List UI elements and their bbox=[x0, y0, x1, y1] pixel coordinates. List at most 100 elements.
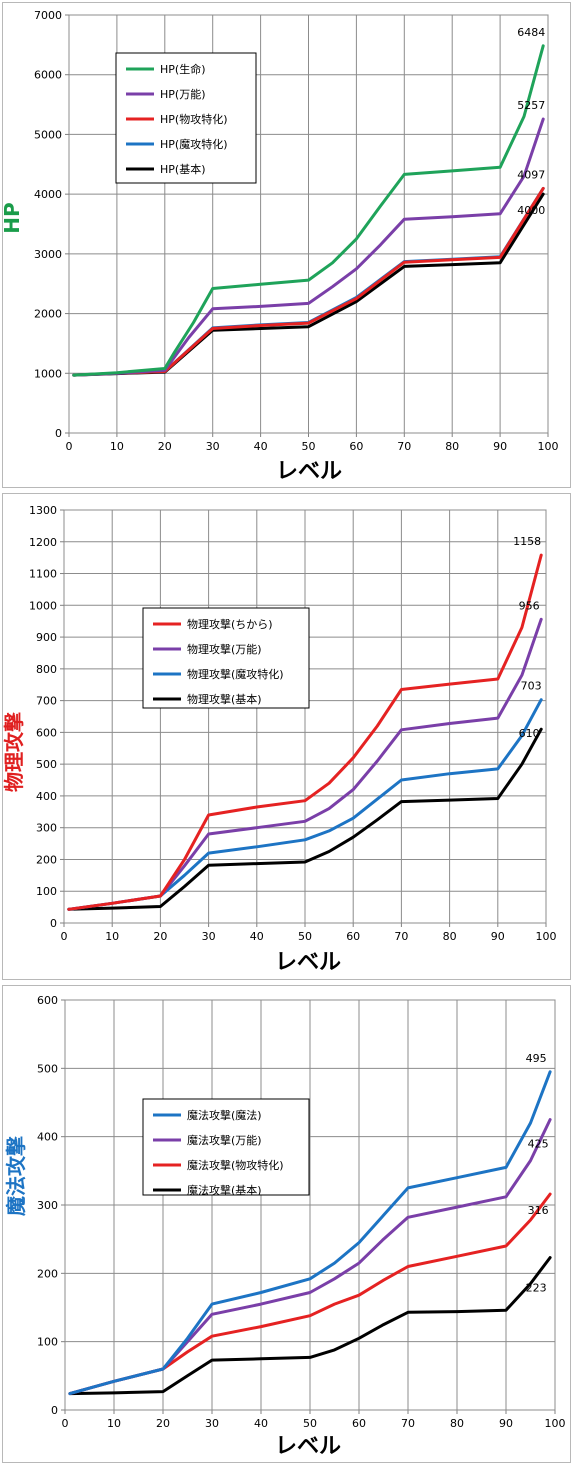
chart-panel-magic-attack: 0 10 20 30 40 50 60 70 80 90 100 0 100 200 300 400 500 60… bbox=[2, 985, 571, 1463]
data-label-425: 425 bbox=[528, 1138, 549, 1151]
x-tick-label-30: 30 bbox=[205, 1417, 219, 1430]
y-tick-label-4000: 4000 bbox=[34, 188, 62, 201]
y-axis-title: HP bbox=[3, 202, 24, 233]
hp-chart: 0 10 20 30 40 50 60 70 80 90 100010002000300040005… bbox=[0, 9, 559, 484]
x-tick-label-60: 60 bbox=[352, 1417, 366, 1430]
x-tick-label-70: 70 bbox=[394, 930, 408, 943]
data-label-956: 956 bbox=[519, 599, 540, 612]
x-tick-label-50: 50 bbox=[302, 440, 316, 453]
x-tick-label-50: 50 bbox=[298, 930, 312, 943]
y-tick-label-500: 500 bbox=[37, 1062, 58, 1075]
legend: HP(生命) HP(万能) HP(物攻特化) HP(魔攻特化) HP(基本) bbox=[115, 52, 257, 184]
y-tick-label-0: 0 bbox=[55, 427, 62, 440]
y-tick-label-400: 400 bbox=[36, 790, 57, 803]
y-tick-label-200: 200 bbox=[37, 1267, 58, 1280]
y-tick-label-0: 0 bbox=[51, 1404, 58, 1417]
data-label-6484: 6484 bbox=[517, 26, 545, 39]
series-line-2-3 bbox=[68, 1256, 552, 1396]
legend-label-1: 魔法攻撃(万能) bbox=[187, 1133, 262, 1147]
data-label-703: 703 bbox=[521, 680, 542, 693]
series-line-0-1 bbox=[72, 117, 545, 377]
legend-label-3: HP(魔攻特化) bbox=[160, 137, 228, 151]
x-tick-label-50: 50 bbox=[303, 1417, 317, 1430]
data-label-5257: 5257 bbox=[517, 99, 545, 112]
y-tick-label-0: 0 bbox=[50, 917, 57, 930]
data-label-4097: 4097 bbox=[517, 168, 545, 181]
x-tick-label-80: 80 bbox=[450, 1417, 464, 1430]
legend-label-0: 魔法攻撃(魔法) bbox=[187, 1108, 262, 1122]
data-label-610: 610 bbox=[519, 727, 540, 740]
x-tick-label-0: 0 bbox=[61, 930, 68, 943]
legend-label-3: 魔法攻撃(基本) bbox=[187, 1183, 262, 1197]
x-tick-label-70: 70 bbox=[401, 1417, 415, 1430]
legend-label-4: HP(基本) bbox=[160, 162, 206, 176]
x-tick-label-30: 30 bbox=[202, 930, 216, 943]
x-tick-label-80: 80 bbox=[445, 440, 459, 453]
physical-attack-chart: 0 10 20 30 40 50 60 70 80 90 100010020030040050060… bbox=[2, 504, 557, 975]
x-axis-title: レベル bbox=[276, 459, 342, 484]
x-tick-label-80: 80 bbox=[443, 930, 457, 943]
y-axis-title: 物理攻撃 bbox=[3, 712, 26, 792]
series-line-1-2 bbox=[67, 698, 543, 911]
legend-label-2: 魔法攻撃(物攻特化) bbox=[187, 1158, 284, 1172]
x-tick-label-60: 60 bbox=[346, 930, 360, 943]
x-tick-label-40: 40 bbox=[250, 930, 264, 943]
y-tick-label-1300: 1300 bbox=[29, 504, 57, 517]
y-tick-label-5000: 5000 bbox=[34, 128, 62, 141]
x-tick-label-70: 70 bbox=[397, 440, 411, 453]
x-tick-label-20: 20 bbox=[153, 930, 167, 943]
chart-panel-physical-attack: 0 10 20 30 40 50 60 70 80 90 100 0 100 200 300 400 500 60… bbox=[2, 493, 571, 980]
series-line-2-0 bbox=[68, 1070, 552, 1396]
y-tick-label-100: 100 bbox=[36, 885, 57, 898]
chart-panel-hp: 0 10 20 30 40 50 60 70 80 90 100 0 1000 2000 3000 4000 5… bbox=[0, 2, 571, 488]
y-tick-label-100: 100 bbox=[37, 1336, 58, 1349]
x-tick-label-0: 0 bbox=[62, 1417, 69, 1430]
x-tick-label-20: 20 bbox=[158, 440, 172, 453]
x-tick-label-10: 10 bbox=[110, 440, 124, 453]
data-label-1158: 1158 bbox=[513, 535, 541, 548]
y-tick-label-700: 700 bbox=[36, 695, 57, 708]
x-axis-title: レベル bbox=[275, 1434, 341, 1459]
series-line-1-0 bbox=[67, 553, 543, 911]
x-tick-label-40: 40 bbox=[254, 1417, 268, 1430]
x-tick-label-100: 100 bbox=[545, 1417, 566, 1430]
y-tick-label-2000: 2000 bbox=[34, 308, 62, 321]
series-line-1-3 bbox=[67, 727, 543, 911]
x-tick-label-0: 0 bbox=[66, 440, 73, 453]
x-tick-label-10: 10 bbox=[107, 1417, 121, 1430]
series-line-2-2 bbox=[68, 1192, 552, 1396]
legend-label-1: HP(万能) bbox=[160, 87, 206, 101]
y-tick-label-1200: 1200 bbox=[29, 536, 57, 549]
x-tick-label-90: 90 bbox=[491, 930, 505, 943]
x-tick-label-60: 60 bbox=[349, 440, 363, 453]
data-label-316: 316 bbox=[528, 1204, 549, 1217]
legend: 物理攻撃(ちから) 物理攻撃(万能) 物理攻撃(魔攻特化) 物理攻撃(基本) bbox=[142, 607, 310, 709]
x-tick-label-40: 40 bbox=[254, 440, 268, 453]
x-tick-label-100: 100 bbox=[538, 440, 559, 453]
legend-label-1: 物理攻撃(万能) bbox=[187, 642, 262, 656]
y-tick-label-600: 600 bbox=[36, 726, 57, 739]
y-tick-label-1100: 1100 bbox=[29, 568, 57, 581]
x-tick-label-20: 20 bbox=[156, 1417, 170, 1430]
magic-attack-chart: 0 10 20 30 40 50 60 70 80 90 100 0 100 200 300 400 500 60… bbox=[4, 994, 566, 1459]
y-tick-label-300: 300 bbox=[37, 1199, 58, 1212]
y-tick-label-300: 300 bbox=[36, 822, 57, 835]
y-tick-label-3000: 3000 bbox=[34, 248, 62, 261]
x-tick-label-90: 90 bbox=[493, 440, 507, 453]
legend-label-3: 物理攻撃(基本) bbox=[187, 692, 262, 706]
data-label-495: 495 bbox=[526, 1052, 547, 1065]
legend-label-0: 物理攻撃(ちから) bbox=[187, 617, 273, 631]
legend-label-2: HP(物攻特化) bbox=[160, 112, 228, 126]
legend: 魔法攻撃(魔法) 魔法攻撃(万能) 魔法攻撃(物攻特化) 魔法攻撃(基本) bbox=[142, 1098, 310, 1197]
y-tick-label-7000: 7000 bbox=[34, 9, 62, 22]
x-axis-title: レベル bbox=[275, 950, 341, 975]
data-label-223: 223 bbox=[526, 1282, 547, 1295]
x-tick-label-100: 100 bbox=[536, 930, 557, 943]
y-tick-label-1000: 1000 bbox=[29, 599, 57, 612]
x-tick-label-10: 10 bbox=[105, 930, 119, 943]
legend-label-0: HP(生命) bbox=[160, 62, 206, 76]
y-tick-label-600: 600 bbox=[37, 994, 58, 1007]
y-tick-label-6000: 6000 bbox=[34, 69, 62, 82]
legend-label-2: 物理攻撃(魔攻特化) bbox=[187, 667, 284, 681]
data-label-4000: 4000 bbox=[517, 204, 545, 217]
